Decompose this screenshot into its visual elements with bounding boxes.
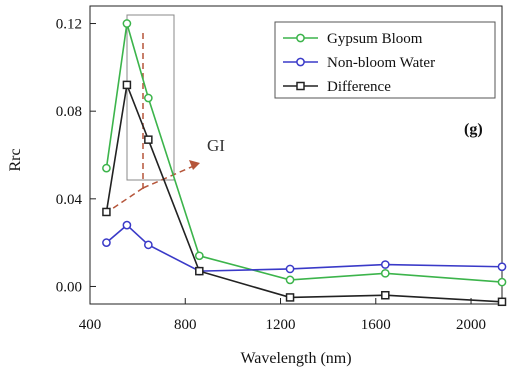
legend-marker	[296, 81, 305, 91]
data-point	[122, 80, 132, 90]
data-point	[102, 163, 111, 173]
data-point	[144, 135, 153, 144]
peak-highlight-box	[126, 14, 175, 181]
x-axis: 400 800 1200 1600 2000	[79, 298, 486, 333]
series-line	[105, 224, 503, 272]
gi-label: GI	[207, 136, 225, 155]
legend-marker	[296, 33, 305, 43]
data-point	[497, 277, 507, 287]
legend: Gypsum Bloom Non-bloom Water Difference	[274, 21, 496, 99]
y-tick-label: 0.08	[56, 104, 82, 120]
data-point	[195, 266, 204, 276]
x-tick-label: 1200	[266, 317, 296, 333]
plot-frame	[89, 5, 503, 305]
data-point	[285, 264, 295, 274]
data-point	[122, 220, 132, 230]
data-point	[380, 268, 390, 278]
series-line	[105, 81, 503, 303]
data-point	[143, 93, 153, 103]
data-point	[122, 19, 132, 28]
legend-label: Non-bloom Water	[327, 55, 435, 71]
data-point	[102, 207, 111, 217]
legend-label: Difference	[327, 79, 391, 95]
y-tick-label: 0.04	[56, 192, 83, 208]
y-tick-label: 0.00	[56, 279, 82, 295]
y-axis-label: Rrc	[7, 148, 24, 171]
legend-marker	[296, 57, 305, 67]
series-gypsum-bloom	[102, 19, 507, 287]
data-point	[381, 290, 390, 300]
data-point	[194, 251, 204, 261]
x-tick-label: 800	[174, 317, 197, 333]
x-tick-label: 2000	[456, 317, 486, 333]
series-difference	[102, 80, 507, 307]
data-point	[497, 297, 507, 307]
data-point	[102, 238, 111, 247]
series-layer	[102, 19, 507, 307]
data-point	[285, 275, 295, 285]
data-point	[380, 260, 390, 269]
data-point	[143, 240, 153, 250]
x-tick-label: 1600	[361, 317, 391, 333]
panel-label: (g)	[464, 121, 483, 138]
legend-label: Gypsum Bloom	[327, 31, 423, 47]
data-point	[285, 293, 295, 302]
gi-annotation: GI	[102, 33, 225, 216]
y-axis: 0.00 0.04 0.08 0.12	[56, 17, 96, 295]
x-axis-label: Wavelength (nm)	[240, 350, 351, 367]
series-non-bloom-water	[102, 220, 507, 276]
x-tick-label: 400	[79, 317, 102, 333]
data-point	[497, 262, 507, 272]
y-tick-label: 0.12	[56, 17, 82, 33]
